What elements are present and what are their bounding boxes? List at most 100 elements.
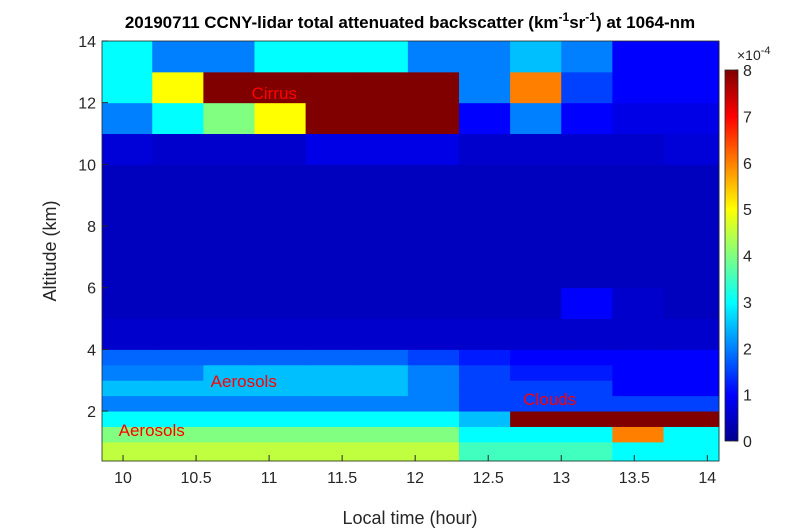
heatmap-cell [254,164,307,227]
heatmap-cell [254,395,307,412]
plot-frame [101,40,720,462]
heatmap-cell [510,318,562,350]
heatmap-cell [561,41,613,73]
heatmap-cell [203,102,255,135]
heatmap-cell [612,102,664,135]
heatmap-cell [254,71,307,104]
heatmap-cell [102,226,153,289]
heatmap-cell [356,426,409,443]
heatmap-cell [203,41,255,73]
heatmap-cell [203,226,255,289]
heatmap-cell [663,426,720,443]
heatmap-cell [663,226,720,289]
heatmap-cell [152,349,204,366]
heatmap-cell [510,164,562,227]
x-tick-label: 10.5 [180,470,211,487]
heatmap-cell [356,411,409,427]
heatmap-cell [203,380,255,397]
heatmap-cell [612,395,664,412]
heatmap-cell [152,395,204,412]
heatmap-cell [356,318,409,350]
y-axis-label: Altitude (km) [40,200,60,301]
heatmap-cell [561,287,613,320]
heatmap-cell [612,318,664,350]
heatmap-cell [152,318,204,350]
heatmap-cell [102,164,153,227]
y-tick-label: 6 [87,281,96,298]
heatmap-cell [561,411,613,427]
heatmap-cell [407,102,460,135]
heatmap-cell [458,441,511,462]
heatmap-cell [458,380,511,397]
heatmap-cell [254,441,307,462]
heatmap-cell [305,349,358,366]
heatmap-cell [612,364,664,381]
heatmap-cell [612,41,664,73]
x-axis-label: Local time (hour) [342,508,477,528]
y-tick-label: 4 [87,342,96,359]
heatmap-cell [102,380,153,397]
heatmap-cell [458,364,511,381]
heatmap-cell [305,441,358,462]
colorbar-tick-label: 5 [743,202,752,219]
heatmap-cell [458,71,511,104]
colorbar-tick-label: 1 [743,388,752,405]
heatmap-cell [305,426,358,443]
heatmap-cell [203,164,255,227]
heatmap-cell [612,133,664,165]
heatmap-cell [407,380,460,397]
heatmap-cell [102,426,153,443]
heatmap-cell [356,364,409,381]
heatmap-cell [561,441,613,462]
heatmap-cell [663,380,720,397]
heatmap-cell [612,380,664,397]
heatmap-cell [612,411,664,427]
heatmap-cell [663,441,720,462]
heatmap-cell [612,226,664,289]
x-tick-label: 14 [698,470,716,487]
heatmap-cell [561,349,613,366]
heatmap-cell [356,395,409,412]
heatmap-cell [356,41,409,73]
heatmap-cell [510,349,562,366]
heatmap-cell [510,41,562,73]
heatmap-cell [254,287,307,320]
heatmap-cell [152,426,204,443]
colorbar [724,69,739,442]
heatmap-cell [663,41,720,73]
heatmap-cell [203,133,255,165]
heatmap-cell [458,41,511,73]
colorbar-tick-label: 8 [743,63,752,80]
heatmap-cell [561,380,613,397]
axes: 10 10.5 11 11.5 12 12.5 13 13.5 1424681012140123… [78,34,752,487]
heatmap-cell [407,41,460,73]
heatmap-cell [612,441,664,462]
heatmap-cell [102,41,153,73]
heatmap-cell [510,426,562,443]
heatmap-cell [203,411,255,427]
heatmap-cell [458,426,511,443]
heatmap-cell [254,349,307,366]
heatmap-cell [203,395,255,412]
heatmap-cell [561,164,613,227]
heatmap-cell [254,133,307,165]
heatmap-cell [612,426,664,443]
x-tick-label: 10 [114,470,132,487]
heatmap-cell [152,133,204,165]
heatmap-cell [407,71,460,104]
heatmap-cell [510,395,562,412]
heatmap-cell [356,164,409,227]
heatmap-cell [152,226,204,289]
heatmap-cell [407,349,460,366]
heatmap-cell [663,395,720,412]
heatmap-cell [203,364,255,381]
heatmap-cell [356,380,409,397]
heatmap-cell [510,133,562,165]
heatmap-cell [305,133,358,165]
heatmap-cell [458,164,511,227]
heatmap-cell [510,411,562,427]
heatmap-cell [305,102,358,135]
heatmap-cell [152,102,204,135]
heatmap-cell [510,102,562,135]
